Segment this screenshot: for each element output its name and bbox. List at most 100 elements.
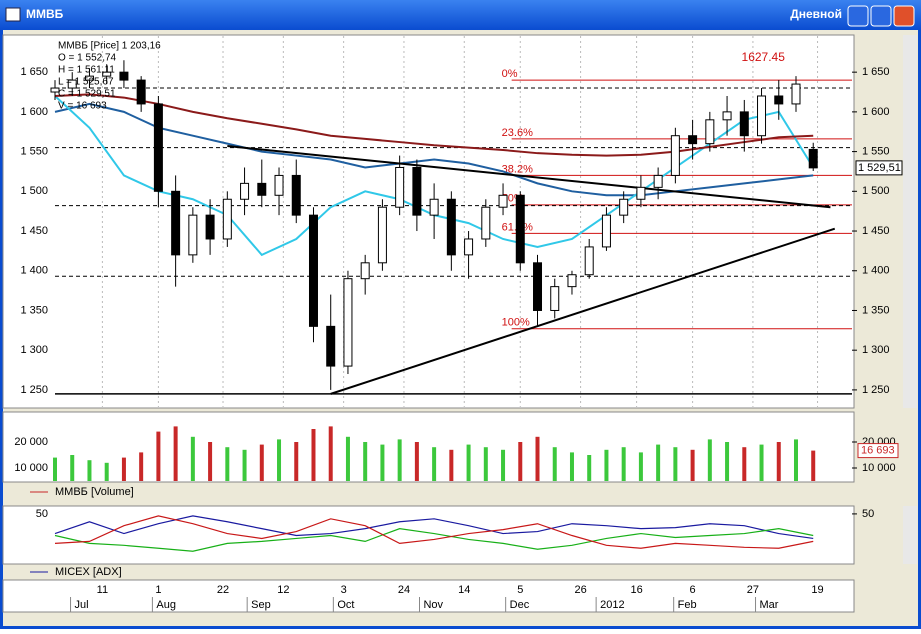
- y-tick-label: 1 250: [862, 384, 890, 396]
- volume-bar: [656, 444, 661, 481]
- fib-label: 0%: [502, 68, 518, 80]
- y-tick-label-left: 1 250: [20, 384, 48, 396]
- candle-body: [464, 238, 474, 256]
- volume-bar: [311, 429, 316, 481]
- day-label: 11: [97, 584, 108, 596]
- fib-label: 38.2%: [502, 163, 533, 175]
- title-bar: [0, 0, 921, 30]
- day-label: 12: [277, 584, 289, 596]
- trend-line: [227, 145, 831, 209]
- candle-body: [67, 79, 77, 89]
- close-button[interactable]: [893, 5, 915, 27]
- day-label: 22: [217, 584, 229, 596]
- volume-bar: [552, 447, 557, 481]
- month-label: Sep: [251, 599, 271, 611]
- day-label: 19: [811, 584, 823, 596]
- volume-bar: [483, 447, 488, 481]
- candle-body: [791, 83, 801, 105]
- volume-bar: [569, 452, 574, 481]
- y-tick-label: 1 550: [862, 146, 890, 158]
- moving-average: [54, 93, 814, 157]
- day-label: 6: [690, 584, 696, 596]
- minimize-button[interactable]: [847, 5, 869, 27]
- candle-body: [377, 206, 387, 264]
- legend-text: O = 1 552,74: [58, 53, 117, 64]
- candle-body: [240, 182, 250, 200]
- candle-body: [119, 71, 129, 81]
- volume-bar: [156, 431, 161, 481]
- month-label: Feb: [678, 599, 697, 611]
- candle-body: [153, 103, 163, 192]
- volume-bar: [139, 452, 144, 481]
- y-tick-label-left: 1 600: [20, 106, 48, 118]
- candle-body: [205, 214, 215, 240]
- volume-bar: [604, 449, 609, 481]
- candle-body: [412, 166, 422, 216]
- candle-body: [808, 148, 818, 169]
- volume-bar: [328, 426, 333, 481]
- last-price-box: [855, 160, 903, 176]
- legend-text: MICEX [ADX]: [55, 566, 122, 578]
- candle-body: [722, 111, 732, 121]
- volume-bar: [621, 447, 626, 481]
- y-tick-label-left: 1 650: [20, 66, 48, 78]
- candle-body: [274, 174, 284, 196]
- volume-bar: [535, 436, 540, 481]
- candle-body: [291, 174, 301, 216]
- y-tick-label-left: 10 000: [14, 462, 48, 474]
- volume-bar: [690, 449, 695, 481]
- volume-bar: [104, 462, 109, 481]
- day-label: 27: [747, 584, 759, 596]
- legend-text: ММВБ [Volume]: [55, 486, 134, 498]
- day-label: 1: [155, 584, 161, 596]
- volume-bar: [707, 439, 712, 481]
- y-tick-label-left: 20 000: [14, 436, 48, 448]
- candle-body: [636, 186, 646, 200]
- volume-bar: [242, 449, 247, 481]
- volume-bar: [518, 442, 523, 481]
- y-tick-label-left: 50: [36, 508, 48, 520]
- candle-body: [136, 79, 146, 105]
- day-label: 26: [574, 584, 586, 596]
- volume-bar: [208, 442, 213, 481]
- y-tick-label: 1 450: [862, 225, 890, 237]
- volume-bar: [190, 436, 195, 481]
- volume-bar: [432, 447, 437, 481]
- y-tick-label-left: 1 550: [20, 146, 48, 158]
- candle-body: [688, 135, 698, 145]
- last-price-label: 1 529,51: [858, 162, 901, 174]
- candle-body: [619, 198, 629, 216]
- volume-bar: [173, 426, 178, 481]
- scrollbar[interactable]: [903, 506, 917, 564]
- y-tick-label-left: 1 300: [20, 344, 48, 356]
- day-label: 3: [341, 584, 347, 596]
- app-icon: [5, 7, 21, 22]
- legend-text: ММВБ [Price] 1 203,16: [58, 41, 161, 52]
- scrollbar[interactable]: [903, 35, 917, 408]
- legend-text: C = 1 529,51: [58, 89, 116, 100]
- trend-line: [330, 227, 836, 395]
- day-label: 14: [458, 584, 470, 596]
- price-pane: [2, 34, 855, 409]
- volume-bar: [363, 442, 368, 481]
- y-tick-label: 10 000: [862, 462, 896, 474]
- maximize-button[interactable]: [870, 5, 892, 27]
- volume-bar: [759, 444, 764, 481]
- volume-bar: [587, 455, 592, 481]
- month-label: Nov: [423, 599, 443, 611]
- candle-body: [102, 71, 112, 77]
- timeframe[interactable]: Дневной: [790, 7, 842, 21]
- y-tick-label: 1 650: [862, 66, 890, 78]
- date-axis: [2, 579, 855, 613]
- candle-body: [567, 274, 577, 288]
- candle-body: [308, 214, 318, 327]
- y-tick-label: 1 600: [862, 106, 890, 118]
- volume-bar: [294, 442, 299, 481]
- candle-body: [498, 194, 508, 208]
- candle-body: [601, 214, 611, 248]
- legend-text: V = 16 693: [58, 101, 107, 112]
- y-tick-label-left: 1 350: [20, 304, 48, 316]
- candle-body: [481, 206, 491, 240]
- candle-body: [84, 75, 94, 81]
